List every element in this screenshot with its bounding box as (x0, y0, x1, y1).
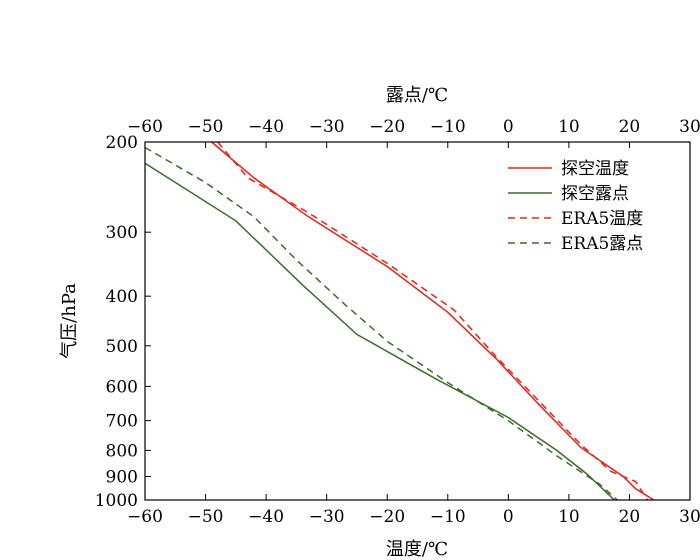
x-tick-label-bottom: −20 (369, 507, 405, 527)
y-tick-label: 700 (106, 412, 138, 432)
series-line-4 (144, 146, 618, 501)
x-tick-label-bottom: 20 (619, 507, 641, 527)
x-tick-label-top: −10 (430, 117, 466, 137)
x-tick-label-bottom: 0 (503, 507, 514, 527)
series-line-1 (211, 141, 655, 501)
y-tick-label: 500 (106, 337, 138, 357)
x-tick-label-bottom: 30 (679, 507, 700, 527)
x-tick-label-bottom: 10 (558, 507, 580, 527)
legend-label: 探空露点 (561, 184, 629, 204)
y-axis-label: 气压/hPa (59, 283, 80, 359)
x-tick-label-top: −30 (309, 117, 345, 137)
x-tick-label-top: −60 (127, 117, 163, 137)
x-tick-label-top: 0 (503, 117, 514, 137)
plot-lines (144, 141, 655, 501)
y-tick-label: 1000 (95, 491, 138, 511)
x-tick-label-top: −20 (369, 117, 405, 137)
plot-frame (144, 141, 691, 501)
top-axis: −60 −50 −40 −30 −20 −10 0 10 20 30 (127, 117, 700, 148)
y-tick-label: 800 (106, 441, 138, 461)
y-tick-label: 300 (106, 223, 138, 243)
x-axis-label-bottom: 温度/℃ (386, 539, 448, 560)
x-tick-label-top: 10 (558, 117, 580, 137)
series-line-3 (217, 141, 649, 501)
x-axis-label-top: 露点/℃ (386, 85, 448, 106)
bottom-axis: −60 −50 −40 −30 −20 −10 0 10 20 30 (127, 494, 700, 527)
legend-label: 探空温度 (561, 159, 629, 179)
x-tick-label-bottom: −30 (309, 507, 345, 527)
x-tick-label-bottom: −50 (188, 507, 224, 527)
y-tick-label: 600 (106, 377, 138, 397)
x-tick-label-top: 20 (619, 117, 641, 137)
y-tick-label: 200 (106, 133, 138, 153)
x-tick-label-bottom: −10 (430, 507, 466, 527)
legend-label: ERA5露点 (561, 234, 643, 254)
left-axis: 200 300 400 500 600 700 800 900 1000 (95, 133, 151, 511)
x-tick-label-bottom: −40 (248, 507, 284, 527)
y-tick-label: 400 (106, 287, 138, 307)
legend-label: ERA5温度 (561, 209, 643, 229)
x-tick-label-top: −50 (188, 117, 224, 137)
x-tick-label-top: −40 (248, 117, 284, 137)
series-line-2 (144, 162, 615, 501)
x-tick-label-top: 30 (679, 117, 700, 137)
x-tick-label-bottom: −60 (127, 507, 163, 527)
y-tick-label: 900 (106, 468, 138, 488)
